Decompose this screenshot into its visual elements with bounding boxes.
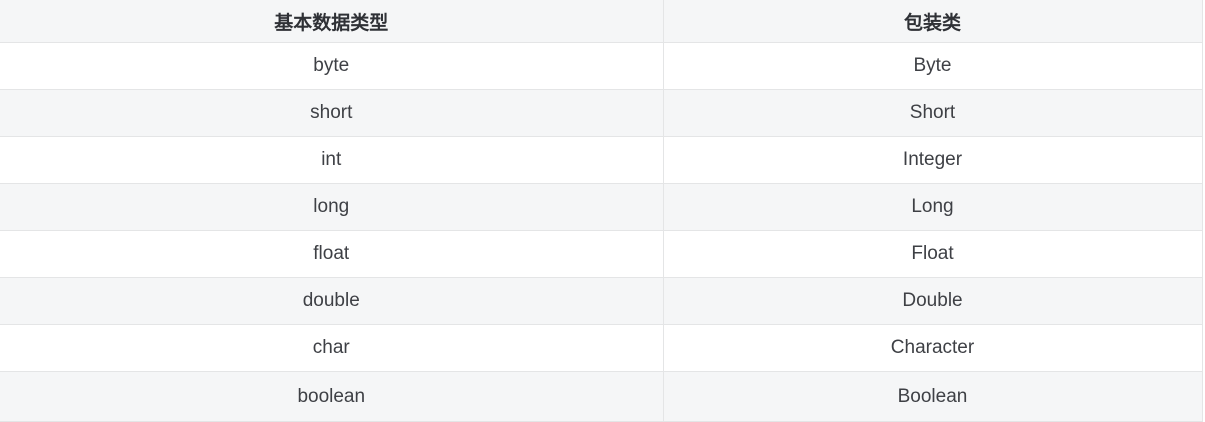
table-row: byte Byte [0, 42, 1203, 90]
column-header-primitive: 基本数据类型 [0, 0, 664, 43]
table-row: int Integer [0, 136, 1203, 184]
table-row: float Float [0, 230, 1203, 278]
cell-wrapper: Integer [663, 136, 1203, 184]
table-row: char Character [0, 324, 1203, 372]
cell-wrapper: Double [663, 277, 1203, 325]
cell-wrapper: Boolean [663, 371, 1203, 422]
cell-primitive: int [0, 136, 664, 184]
cell-wrapper: Long [663, 183, 1203, 231]
table-row: long Long [0, 183, 1203, 231]
cell-wrapper: Character [663, 324, 1203, 372]
table-row: double Double [0, 277, 1203, 325]
table-row: short Short [0, 89, 1203, 137]
cell-wrapper: Byte [663, 42, 1203, 90]
cell-wrapper: Float [663, 230, 1203, 278]
column-header-wrapper: 包装类 [663, 0, 1203, 43]
table-row: boolean Boolean [0, 371, 1203, 422]
cell-primitive: byte [0, 42, 664, 90]
cell-primitive: double [0, 277, 664, 325]
cell-primitive: boolean [0, 371, 664, 422]
cell-primitive: float [0, 230, 664, 278]
table-header-row: 基本数据类型 包装类 [0, 0, 1203, 43]
cell-primitive: short [0, 89, 664, 137]
cell-primitive: long [0, 183, 664, 231]
cell-primitive: char [0, 324, 664, 372]
cell-wrapper: Short [663, 89, 1203, 137]
